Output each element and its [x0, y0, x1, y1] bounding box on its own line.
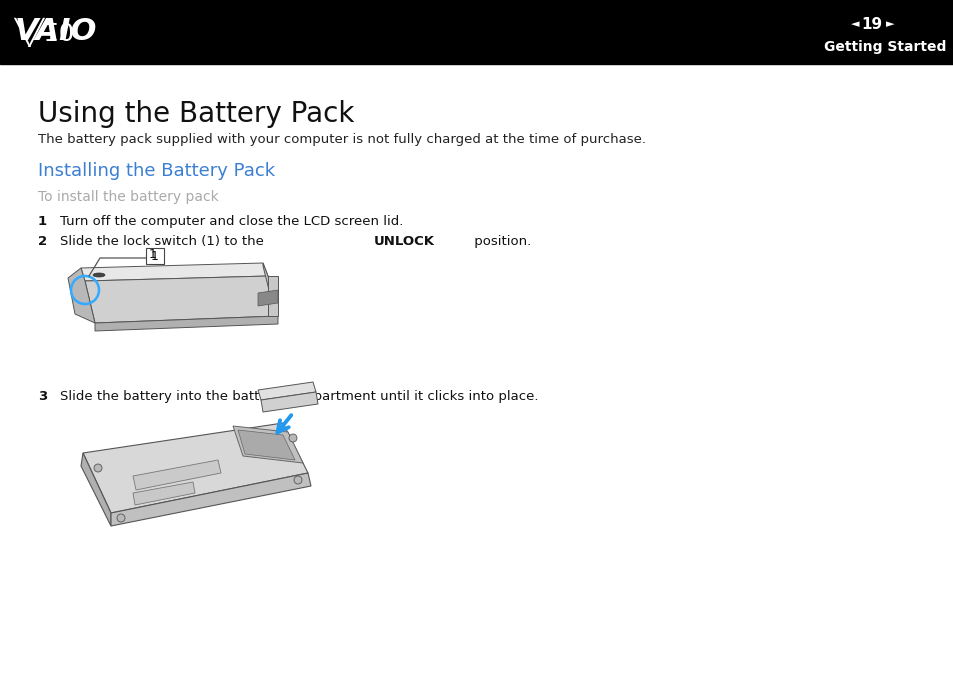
Polygon shape [233, 426, 303, 463]
Polygon shape [257, 382, 315, 400]
Polygon shape [85, 276, 277, 323]
Text: VAIO: VAIO [15, 18, 97, 47]
Text: To install the battery pack: To install the battery pack [38, 190, 218, 204]
Ellipse shape [92, 273, 105, 277]
Circle shape [94, 464, 102, 472]
Polygon shape [132, 460, 221, 490]
Polygon shape [68, 268, 95, 323]
Polygon shape [132, 482, 194, 505]
Text: Installing the Battery Pack: Installing the Battery Pack [38, 162, 274, 180]
Text: ◄: ◄ [850, 20, 858, 30]
Text: 2: 2 [38, 235, 47, 248]
Polygon shape [263, 263, 277, 316]
Polygon shape [268, 276, 277, 316]
Text: ►: ► [885, 20, 894, 30]
Text: position.: position. [470, 235, 531, 248]
Text: ╲╱IO: ╲╱IO [14, 18, 74, 47]
Bar [0, 0, 953, 64]
Polygon shape [81, 263, 268, 281]
Text: Turn off the computer and close the LCD screen lid.: Turn off the computer and close the LCD … [60, 215, 403, 228]
Text: UNLOCK: UNLOCK [374, 235, 435, 248]
Text: 1: 1 [149, 247, 157, 260]
Text: Using the Battery Pack: Using the Battery Pack [38, 100, 354, 128]
Polygon shape [81, 453, 111, 526]
Text: 1: 1 [151, 249, 159, 262]
Text: 19: 19 [861, 17, 882, 32]
Circle shape [294, 476, 302, 484]
Polygon shape [83, 423, 308, 513]
Text: Getting Started: Getting Started [822, 40, 945, 55]
Text: Slide the lock switch (1) to the: Slide the lock switch (1) to the [60, 235, 268, 248]
Text: The battery pack supplied with your computer is not fully charged at the time of: The battery pack supplied with your comp… [38, 133, 645, 146]
Text: 3: 3 [38, 390, 48, 403]
Polygon shape [257, 290, 277, 306]
Bar [146, 248, 164, 264]
Polygon shape [237, 430, 294, 460]
Polygon shape [261, 392, 317, 412]
Text: Slide the battery into the battery compartment until it clicks into place.: Slide the battery into the battery compa… [60, 390, 537, 403]
Circle shape [117, 514, 125, 522]
Polygon shape [111, 473, 311, 526]
Polygon shape [95, 316, 277, 331]
Text: 1: 1 [38, 215, 47, 228]
Circle shape [289, 434, 296, 442]
